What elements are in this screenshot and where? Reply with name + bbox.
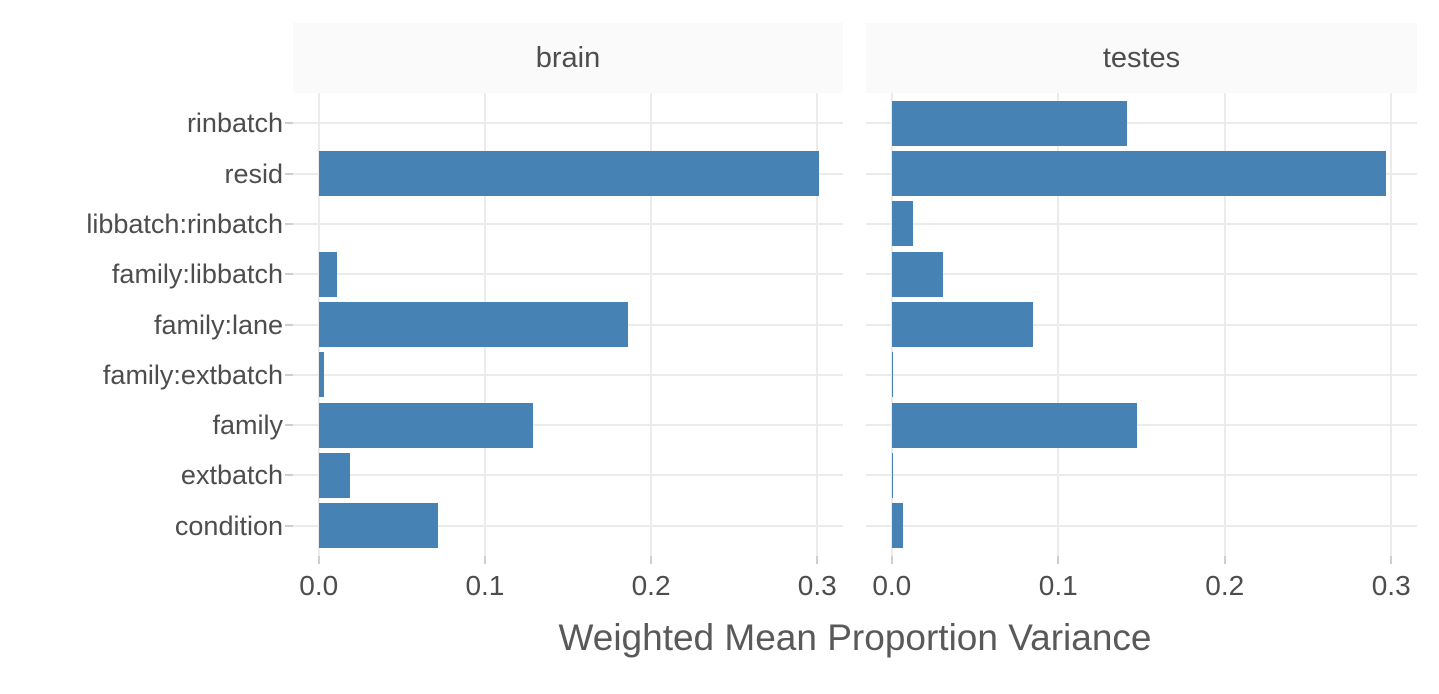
y-axis-tick xyxy=(285,122,293,125)
y-axis-label: rinbatch xyxy=(186,108,283,139)
horizontal-gridline xyxy=(866,222,1417,225)
x-axis-tick-label: 0.0 xyxy=(872,570,912,601)
bar-testes-libbatch:rinbatch xyxy=(891,201,914,247)
bar-brain-condition xyxy=(318,503,439,549)
horizontal-gridline xyxy=(293,222,843,225)
x-axis-tick xyxy=(650,556,653,564)
y-axis-label: family:libbatch xyxy=(111,259,283,290)
facet-strip-testes: testes xyxy=(866,23,1417,93)
x-axis-tick-label: 0.2 xyxy=(1205,570,1245,601)
horizontal-gridline xyxy=(866,424,1417,427)
x-axis-tick-label: 0.3 xyxy=(1371,570,1411,601)
facet-strip-brain: brain xyxy=(293,23,843,93)
x-axis-tick xyxy=(1223,556,1226,564)
x-axis-tick-label: 0.3 xyxy=(797,570,837,601)
facet-panel-brain xyxy=(293,93,843,556)
x-axis-tick xyxy=(816,556,819,564)
bar-testes-family:libbatch xyxy=(891,251,944,297)
facet-strip-label: brain xyxy=(535,41,601,74)
x-axis-title: Weighted Mean Proportion Variance xyxy=(558,617,1152,658)
y-axis-tick xyxy=(285,323,293,326)
y-axis-label: libbatch:rinbatch xyxy=(86,208,283,239)
bar-testes-resid xyxy=(891,151,1387,197)
x-axis-tick-label: 0.1 xyxy=(1038,570,1078,601)
facet-strip-label: testes xyxy=(1102,41,1181,74)
y-axis-tick xyxy=(285,222,293,225)
bar-testes-family:lane xyxy=(891,302,1034,347)
x-axis-tick-label: 0.1 xyxy=(465,570,505,601)
y-axis-label: family:lane xyxy=(153,309,283,340)
facet-panel-testes xyxy=(866,93,1417,556)
x-axis-tick-label: 0.0 xyxy=(299,570,339,601)
y-axis-tick xyxy=(285,474,293,477)
horizontal-gridline xyxy=(866,524,1417,527)
bar-testes-rinbatch xyxy=(891,100,1127,146)
bar-brain-resid xyxy=(318,151,819,197)
horizontal-gridline xyxy=(866,373,1417,376)
y-axis-label: family xyxy=(212,410,283,441)
bar-brain-family:libbatch xyxy=(318,251,338,297)
y-axis-label: family:extbatch xyxy=(102,359,283,390)
horizontal-gridline xyxy=(866,323,1417,326)
bar-testes-family xyxy=(891,402,1137,448)
bar-brain-family:extbatch xyxy=(318,352,324,398)
bar-testes-family:extbatch xyxy=(891,352,894,398)
x-axis-tick-label: 0.2 xyxy=(631,570,671,601)
x-axis-tick xyxy=(890,556,893,564)
horizontal-gridline xyxy=(293,524,843,527)
horizontal-gridline xyxy=(293,424,843,427)
y-axis-tick xyxy=(285,524,293,527)
x-axis-tick xyxy=(317,556,320,564)
horizontal-gridline xyxy=(293,373,843,376)
horizontal-gridline xyxy=(866,273,1417,276)
x-axis-tick xyxy=(1057,556,1060,564)
y-axis-label: condition xyxy=(174,510,283,541)
bar-testes-extbatch xyxy=(891,452,894,498)
horizontal-gridline xyxy=(293,474,843,477)
y-axis-tick xyxy=(285,424,293,427)
bar-brain-family:lane xyxy=(318,302,628,347)
horizontal-gridline xyxy=(866,474,1417,477)
horizontal-gridline xyxy=(866,122,1417,125)
horizontal-gridline xyxy=(293,122,843,125)
bar-testes-condition xyxy=(891,503,904,549)
y-axis-tick xyxy=(285,172,293,175)
y-axis-tick xyxy=(285,373,293,376)
y-axis-label: resid xyxy=(224,158,283,189)
bar-brain-extbatch xyxy=(318,452,351,498)
y-axis-tick xyxy=(285,273,293,276)
x-axis-tick xyxy=(1390,556,1393,564)
y-axis-label: extbatch xyxy=(180,460,283,491)
horizontal-gridline xyxy=(293,273,843,276)
bar-brain-family xyxy=(318,402,534,448)
x-axis-tick xyxy=(483,556,486,564)
